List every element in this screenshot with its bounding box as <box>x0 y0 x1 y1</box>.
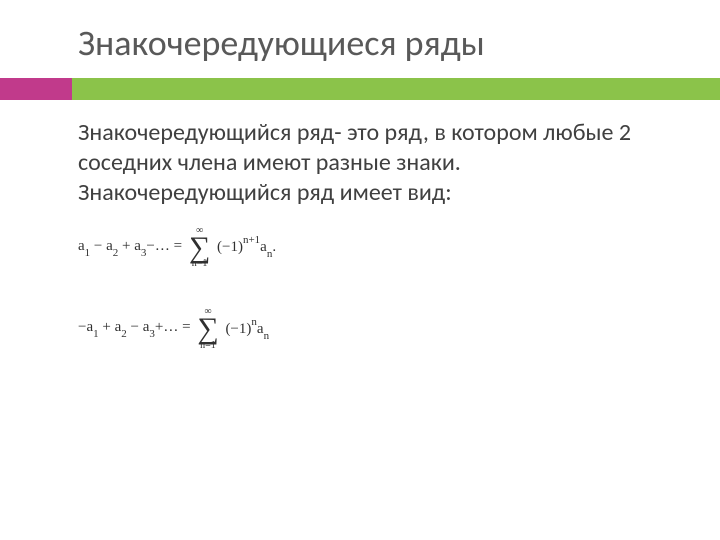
accent-bar-right <box>72 78 720 100</box>
formula-2-rhs: (−1)nan <box>225 318 269 340</box>
formula-1-lhs: a1 − a2 + a3−… = <box>78 238 182 257</box>
sigma-icon: ∑ <box>197 316 218 342</box>
formula-block: a1 − a2 + a3−… = ∞ ∑ n=1 (−1)n+1an. −a1 … <box>0 208 720 351</box>
f2-t2: + a <box>99 319 122 335</box>
f2-t4: − a <box>127 319 150 335</box>
f1-rhs-sub: n <box>267 248 273 260</box>
f1-rhs-open: (−1) <box>217 239 243 255</box>
formula-2-sum: ∞ ∑ n=1 <box>197 307 218 351</box>
f2-s3: 2 <box>121 328 127 340</box>
accent-bar <box>0 78 720 100</box>
f1-rhs-a: a <box>260 239 267 255</box>
f2-s5: 3 <box>149 328 155 340</box>
paragraph-2: Знакочередующийся ряд имеет вид: <box>78 178 670 208</box>
f2-sum-bot: n=1 <box>197 341 218 351</box>
f2-s1: 1 <box>93 328 99 340</box>
accent-bar-left <box>0 78 72 100</box>
f1-rhs-exp: n+1 <box>243 234 260 246</box>
f1-sum-bot: n=1 <box>189 259 210 269</box>
sigma-icon: ∑ <box>189 235 210 261</box>
f2-rhs-exp: n <box>251 316 257 328</box>
f1-t2: − a <box>90 238 113 254</box>
formula-2-lhs: −a1 + a2 − a3+… = <box>78 319 191 338</box>
f2-rhs-sub: n <box>264 330 270 342</box>
f1-s3: 2 <box>113 247 119 259</box>
formula-1: a1 − a2 + a3−… = ∞ ∑ n=1 (−1)n+1an. <box>78 226 720 270</box>
slide-title: Знакочередующиеся ряды <box>0 0 720 78</box>
paragraph-1: Знакочередующийся ряд- это ряд, в которо… <box>78 118 670 178</box>
formula-1-rhs: (−1)n+1an. <box>217 236 276 258</box>
body-text: Знакочередующийся ряд- это ряд, в которо… <box>0 100 720 208</box>
f2-t0: −a <box>78 319 93 335</box>
formula-1-sum: ∞ ∑ n=1 <box>189 226 210 270</box>
formula-2: −a1 + a2 − a3+… = ∞ ∑ n=1 (−1)nan <box>78 307 720 351</box>
f1-s5: 3 <box>141 247 147 259</box>
f2-rhs-open: (−1) <box>225 321 251 337</box>
f2-t6: +… = <box>155 319 191 335</box>
f1-rhs-end: . <box>272 239 276 255</box>
f1-t6: −… = <box>146 238 182 254</box>
f1-s1: 1 <box>85 247 91 259</box>
f2-rhs-a: a <box>257 321 264 337</box>
f1-t4: + a <box>118 238 141 254</box>
f1-t0: a <box>78 238 85 254</box>
